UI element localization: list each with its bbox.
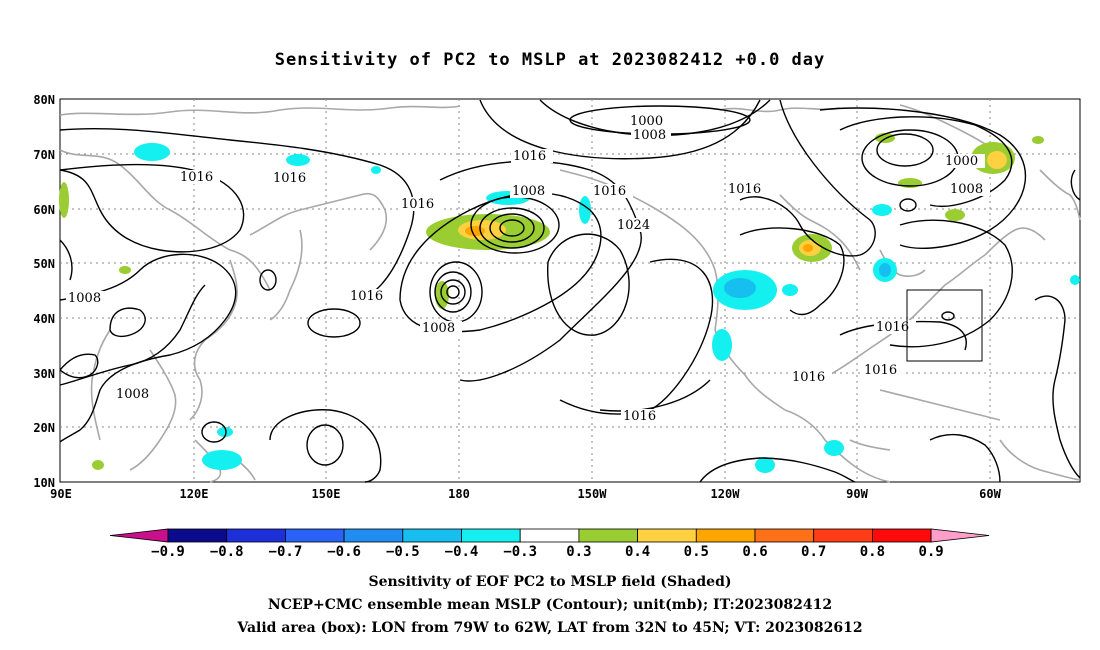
map-title: Sensitivity of PC2 to MSLP at 2023082412… <box>274 50 826 70</box>
colorbar-swatch <box>872 528 932 543</box>
contour-label: 1016 <box>513 149 546 164</box>
colorbar-label: −0.7 <box>269 544 303 560</box>
lon-label: 90W <box>846 487 868 501</box>
shade-negative <box>724 278 756 298</box>
colorbar-label: −0.8 <box>210 544 244 560</box>
lat-label: 50N <box>33 257 55 271</box>
contour-labels: 1000 1008 1016 1016 1016 1008 1016 1024 … <box>66 114 990 424</box>
contour-label: 1008 <box>422 321 455 336</box>
contour-label: 1000 <box>945 154 978 169</box>
contour-label: 1024 <box>617 218 650 233</box>
lat-label: 40N <box>33 312 55 326</box>
contour-label: 1016 <box>876 320 909 335</box>
lat-label: 60N <box>33 203 55 217</box>
contour-label: 1008 <box>512 184 545 199</box>
shade-negative <box>872 204 892 216</box>
shade-negative <box>371 166 381 174</box>
shade-negative <box>824 440 844 456</box>
lat-label: 70N <box>33 148 55 162</box>
colorbar-swatch <box>167 528 228 543</box>
colorbar-swatch <box>343 528 404 543</box>
contour-label: 1008 <box>68 291 101 306</box>
colorbar-label: −0.9 <box>151 544 185 560</box>
shade-negative <box>286 154 310 166</box>
contour-label: 1000 <box>630 114 663 129</box>
shade-negative <box>1070 275 1080 285</box>
caption-line-2: NCEP+CMC ensemble mean MSLP (Contour); u… <box>267 597 833 613</box>
colorbar-swatch <box>284 528 345 543</box>
shade-positive <box>1032 136 1044 144</box>
coastlines <box>59 104 1081 483</box>
colorbar-label: 0.7 <box>801 544 826 560</box>
valid-area-box <box>906 289 983 362</box>
contour-label: 1016 <box>401 197 434 212</box>
colorbar-swatch <box>461 528 521 543</box>
colorbar-swatch <box>226 528 286 543</box>
colorbar-label: −0.5 <box>386 544 420 560</box>
longitude-labels: 90E 120E 150E 180 150W 120W 90W 60W <box>50 487 1001 501</box>
colorbar-high-arrow <box>930 528 990 543</box>
colorbar-swatch <box>637 528 697 543</box>
lat-label: 10N <box>33 476 55 490</box>
contour-label: 1016 <box>273 171 306 186</box>
shade-negative <box>879 263 891 277</box>
shade-negative <box>217 427 233 437</box>
contour-label: 1016 <box>728 182 761 197</box>
colorbar-swatch <box>402 528 462 543</box>
contour-label: 1008 <box>950 182 983 197</box>
shade-negative <box>712 329 732 361</box>
lon-label: 120W <box>711 487 741 501</box>
caption-line-1: Sensitivity of EOF PC2 to MSLP field (Sh… <box>368 574 732 590</box>
colorbar-low-arrow <box>109 528 169 543</box>
colorbar-label: 0.4 <box>625 544 650 560</box>
shade-negative <box>579 196 591 224</box>
lon-label: 120E <box>180 487 209 501</box>
contour-label: 1016 <box>350 289 383 304</box>
shade-positive <box>945 209 965 221</box>
shade-negative <box>202 450 242 470</box>
lon-label: 180 <box>448 487 470 501</box>
shade-negative <box>782 284 798 296</box>
colorbar-label: 0.9 <box>918 544 943 560</box>
caption-line-3: Valid area (box): LON from 79W to 62W, L… <box>237 620 863 636</box>
contour-label: 1016 <box>623 409 656 424</box>
colorbar-label: 0.6 <box>742 544 767 560</box>
colorbar-label: −0.6 <box>327 544 361 560</box>
shade-positive-core <box>803 244 813 252</box>
colorbar-label: 0.3 <box>566 544 591 560</box>
lon-label: 150W <box>578 487 608 501</box>
latitude-labels: 80N 70N 60N 50N 40N 30N 20N 10N <box>33 93 55 490</box>
colorbar-swatch <box>695 528 756 543</box>
colorbar-label: 0.5 <box>684 544 709 560</box>
colorbar-swatch <box>578 528 639 543</box>
shade-positive-strong <box>987 151 1007 169</box>
shade-positive <box>119 266 131 274</box>
contour-label: 1016 <box>180 170 213 185</box>
shade-negative <box>134 143 170 161</box>
lat-label: 30N <box>33 367 55 381</box>
colorbar-label: −0.3 <box>503 544 537 560</box>
colorbar-swatch <box>754 528 815 543</box>
lat-label: 20N <box>33 421 55 435</box>
contour-label: 1016 <box>792 370 825 385</box>
colorbar-swatch <box>813 528 873 543</box>
lon-label: 60W <box>979 487 1001 501</box>
lat-label: 80N <box>33 93 55 107</box>
contour-label: 1008 <box>633 128 666 143</box>
lon-label: 150E <box>312 487 341 501</box>
sensitivity-shading <box>59 133 1080 473</box>
shade-positive <box>59 182 69 218</box>
contour-label: 1008 <box>116 387 149 402</box>
colorbar-label: −0.4 <box>445 544 479 560</box>
shade-positive <box>92 460 104 470</box>
lon-label: 90E <box>50 487 72 501</box>
colorbar-label: 0.8 <box>860 544 885 560</box>
contour-label: 1016 <box>593 184 626 199</box>
colorbar-swatch <box>519 528 580 543</box>
contour-label: 1016 <box>864 363 897 378</box>
shade-negative <box>755 457 775 473</box>
colorbar: −0.9 −0.8 −0.7 −0.6 −0.5 −0.4 −0.3 0.3 0.4 0.5 0.6… <box>109 528 990 560</box>
